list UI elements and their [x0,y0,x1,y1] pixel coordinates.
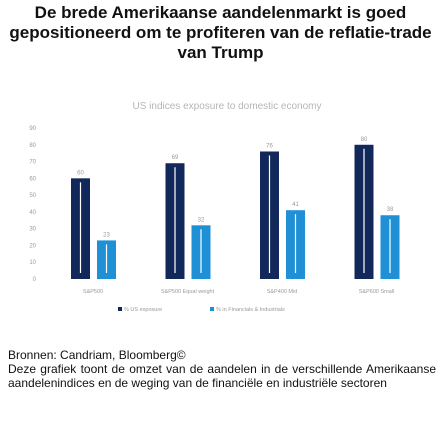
x-tick-label: S&P600 Small [359,289,394,295]
y-tick-label: 60 [29,176,36,182]
y-axis: 0 10 20 30 40 50 60 70 80 90 [29,126,36,283]
plot-area: 60 23 69 32 76 41 80 38 [71,137,400,279]
y-tick-label: 10 [29,260,36,266]
source-text: Bronnen: Candriam, Bloomberg© [8,348,186,362]
y-tick-label: 30 [29,227,36,233]
chart-title: US indices exposure to domestic economy [133,101,322,112]
data-label: 69 [172,155,179,161]
data-label: 38 [387,207,394,213]
legend-swatch [118,307,122,311]
source-note: Bronnen: Candriam, Bloomberg© Deze grafi… [8,348,436,390]
y-tick-label: 20 [29,243,36,249]
page-title: De brede Amerikaanse aandelenmarkt is go… [9,3,432,62]
legend-label: % in Financials & Industrials [216,307,285,313]
x-tick-label: S&P500 [83,289,103,295]
data-label: 23 [103,232,110,238]
legend-swatch [210,307,214,311]
y-tick-label: 80 [29,143,36,149]
legend: % US exposure % in Financials & Industria… [118,307,285,313]
y-tick-label: 90 [29,126,36,132]
data-label: 60 [77,170,84,176]
y-tick-label: 40 [29,210,36,216]
x-tick-label: S&P400 Mid [267,289,298,295]
chart-description: Deze grafiek toont de omzet van de aande… [8,362,436,390]
y-tick-label: 50 [29,193,36,199]
data-label: 80 [361,137,368,143]
x-tick-label: S&P500 Equal weight [161,289,215,295]
legend-label: % US exposure [124,307,162,313]
x-axis: S&P500 S&P500 Equal weight S&P400 Mid S&P60… [83,289,394,295]
y-tick-label: 0 [33,277,37,283]
chart: US indices exposure to domestic economy … [29,101,400,313]
data-label: 32 [198,217,205,223]
y-tick-label: 70 [29,160,36,166]
data-label: 76 [266,143,273,149]
data-label: 41 [292,202,299,208]
